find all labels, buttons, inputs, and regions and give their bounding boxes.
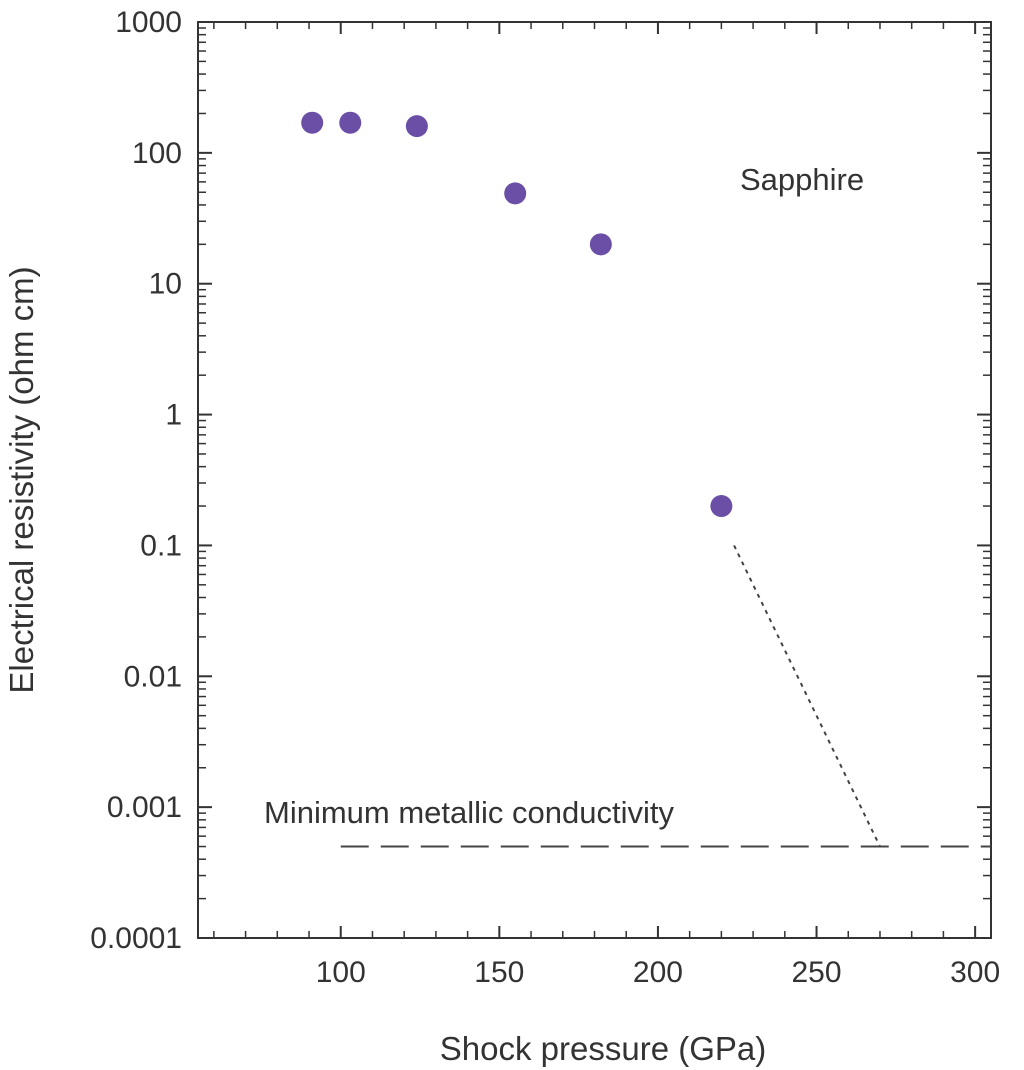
data-point: [504, 182, 527, 205]
x-axis-title: Shock pressure (GPa): [440, 1030, 766, 1067]
extrapolation-dotted-line: [733, 544, 881, 847]
x-tick-label: 200: [633, 956, 683, 989]
data-points: [301, 111, 733, 518]
y-tick-label: 0.0001: [90, 922, 182, 955]
x-tick-labels: 100 150 200 250 300: [316, 956, 1000, 989]
x-tick-label: 300: [950, 956, 1000, 989]
y-tick-label: 10: [149, 268, 182, 301]
x-tick-label: 100: [316, 956, 366, 989]
reference-line-label: Minimum metallic conductivity: [264, 795, 674, 830]
data-point: [301, 111, 324, 134]
data-point: [710, 495, 733, 518]
minor-ticks: [198, 22, 991, 938]
x-tick-label: 250: [792, 956, 842, 989]
y-tick-label: 0.001: [107, 791, 182, 824]
y-tick-labels: 0.0001 0.001 0.01 0.1 1 10 100 1000: [90, 6, 182, 955]
y-tick-label: 0.01: [124, 660, 182, 693]
data-point: [589, 233, 612, 256]
y-tick-label: 1000: [115, 6, 182, 39]
data-point: [405, 115, 428, 138]
x-tick-label: 150: [474, 956, 524, 989]
major-ticks: [198, 21, 991, 939]
data-point: [339, 111, 362, 134]
y-tick-label: 1: [165, 399, 182, 432]
y-tick-label: 100: [132, 137, 182, 170]
y-tick-label: 0.1: [140, 529, 182, 562]
series-label-sapphire: Sapphire: [740, 162, 864, 197]
y-axis-title: Electrical resistivity (ohm cm): [3, 266, 40, 693]
